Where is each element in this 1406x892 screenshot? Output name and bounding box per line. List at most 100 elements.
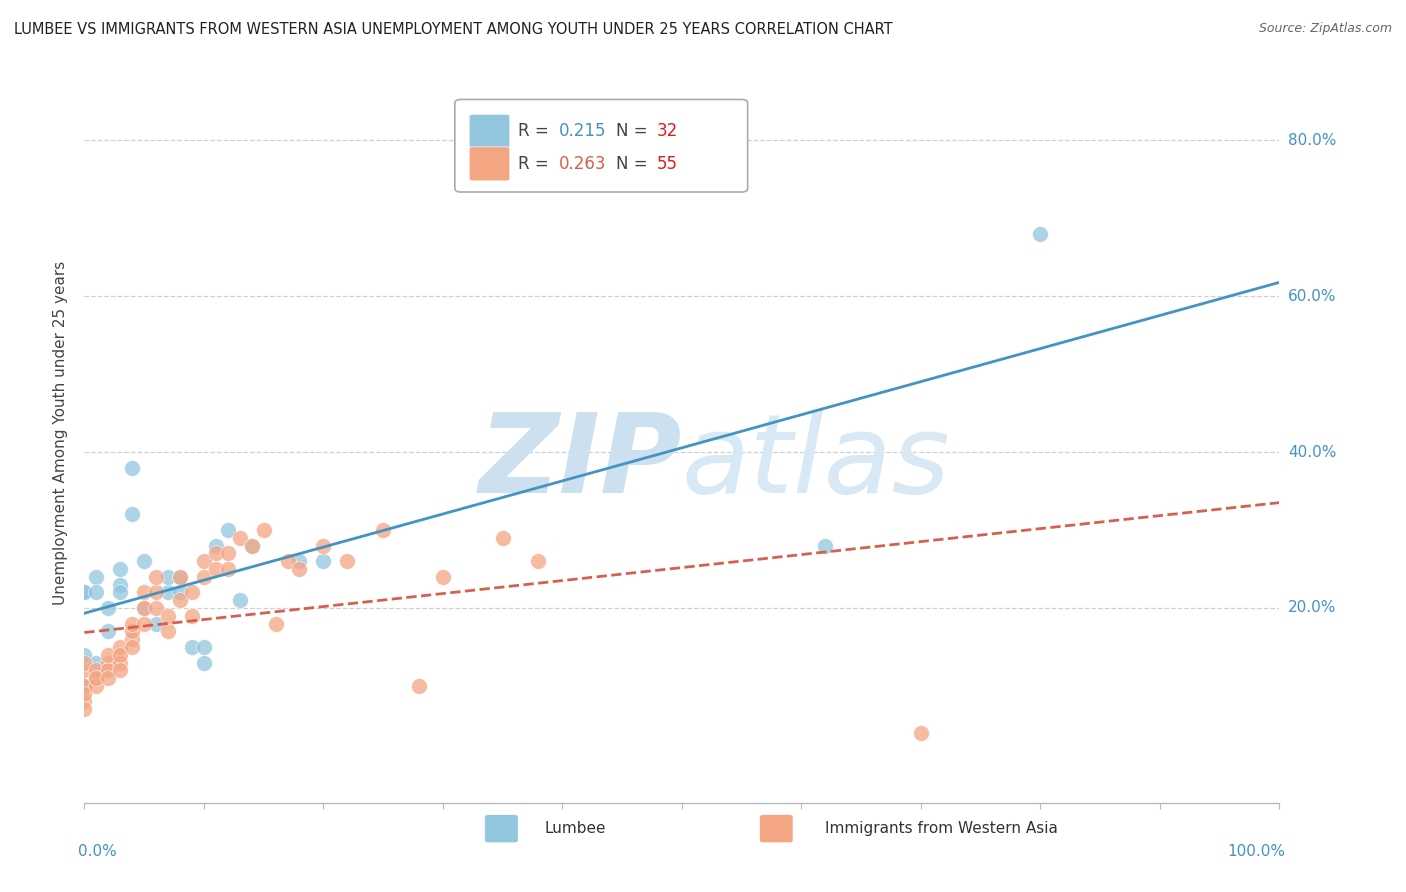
Text: 0.215: 0.215: [558, 122, 606, 140]
Text: 0.263: 0.263: [558, 155, 606, 173]
Point: [86, 570, 108, 584]
Point: [73, 694, 96, 708]
Point: [73, 687, 96, 701]
Point: [145, 616, 167, 631]
Point: [336, 554, 359, 568]
FancyBboxPatch shape: [485, 814, 519, 843]
Point: [73, 585, 96, 599]
Point: [169, 593, 191, 607]
Point: [132, 601, 156, 615]
FancyBboxPatch shape: [470, 147, 510, 181]
Point: [408, 679, 430, 693]
Point: [97, 648, 120, 662]
Point: [97, 663, 120, 677]
FancyBboxPatch shape: [470, 114, 510, 148]
Point: [527, 554, 550, 568]
Point: [97, 656, 120, 670]
Point: [110, 585, 132, 599]
Point: [121, 632, 143, 647]
Point: [121, 460, 143, 475]
Point: [86, 663, 108, 677]
Point: [193, 656, 215, 670]
Text: Lumbee: Lumbee: [544, 822, 606, 836]
Point: [205, 562, 228, 576]
Point: [193, 640, 215, 654]
Point: [73, 656, 96, 670]
Point: [97, 601, 120, 615]
Point: [73, 702, 96, 716]
Text: R =: R =: [519, 122, 554, 140]
Point: [492, 531, 515, 545]
Point: [110, 577, 132, 591]
Point: [86, 671, 108, 685]
Text: atlas: atlas: [682, 409, 950, 516]
Text: 0.0%: 0.0%: [79, 844, 117, 858]
Point: [121, 640, 143, 654]
Text: Immigrants from Western Asia: Immigrants from Western Asia: [825, 822, 1059, 836]
Point: [169, 585, 191, 599]
Text: N =: N =: [616, 155, 652, 173]
Point: [312, 554, 335, 568]
Point: [145, 585, 167, 599]
Text: 40.0%: 40.0%: [1288, 444, 1336, 459]
Point: [110, 648, 132, 662]
Point: [110, 562, 132, 576]
Point: [121, 508, 143, 522]
Point: [193, 554, 215, 568]
Point: [157, 570, 180, 584]
Point: [229, 593, 252, 607]
Point: [814, 539, 837, 553]
Point: [97, 671, 120, 685]
Point: [253, 523, 276, 537]
Point: [432, 570, 454, 584]
Text: R =: R =: [519, 155, 554, 173]
Point: [240, 539, 263, 553]
Point: [132, 585, 156, 599]
Y-axis label: Unemployment Among Youth under 25 years: Unemployment Among Youth under 25 years: [53, 260, 69, 605]
Text: 20.0%: 20.0%: [1288, 600, 1336, 615]
Point: [86, 656, 108, 670]
Point: [157, 608, 180, 623]
Point: [121, 616, 143, 631]
Point: [217, 546, 239, 560]
Point: [110, 656, 132, 670]
Point: [288, 554, 311, 568]
Text: 32: 32: [657, 122, 678, 140]
Point: [205, 546, 228, 560]
Point: [157, 624, 180, 639]
Point: [73, 679, 96, 693]
Point: [157, 585, 180, 599]
Point: [145, 570, 167, 584]
Point: [169, 570, 191, 584]
Point: [132, 554, 156, 568]
Point: [312, 539, 335, 553]
Point: [193, 570, 215, 584]
Point: [73, 648, 96, 662]
Point: [205, 539, 228, 553]
Point: [121, 624, 143, 639]
Point: [73, 585, 96, 599]
Text: 80.0%: 80.0%: [1288, 133, 1336, 148]
Point: [217, 523, 239, 537]
Text: 55: 55: [657, 155, 678, 173]
Text: LUMBEE VS IMMIGRANTS FROM WESTERN ASIA UNEMPLOYMENT AMONG YOUTH UNDER 25 YEARS C: LUMBEE VS IMMIGRANTS FROM WESTERN ASIA U…: [14, 22, 893, 37]
Text: 60.0%: 60.0%: [1288, 289, 1336, 304]
Point: [86, 671, 108, 685]
Text: N =: N =: [616, 122, 652, 140]
FancyBboxPatch shape: [456, 99, 748, 192]
Point: [373, 523, 395, 537]
Point: [73, 663, 96, 677]
Point: [145, 601, 167, 615]
Point: [240, 539, 263, 553]
Text: Source: ZipAtlas.com: Source: ZipAtlas.com: [1258, 22, 1392, 36]
Point: [217, 562, 239, 576]
Point: [288, 562, 311, 576]
Point: [181, 640, 204, 654]
Point: [73, 679, 96, 693]
Text: ZIP: ZIP: [478, 409, 682, 516]
Point: [181, 585, 204, 599]
Point: [110, 663, 132, 677]
Point: [97, 624, 120, 639]
Point: [229, 531, 252, 545]
FancyBboxPatch shape: [759, 814, 793, 843]
